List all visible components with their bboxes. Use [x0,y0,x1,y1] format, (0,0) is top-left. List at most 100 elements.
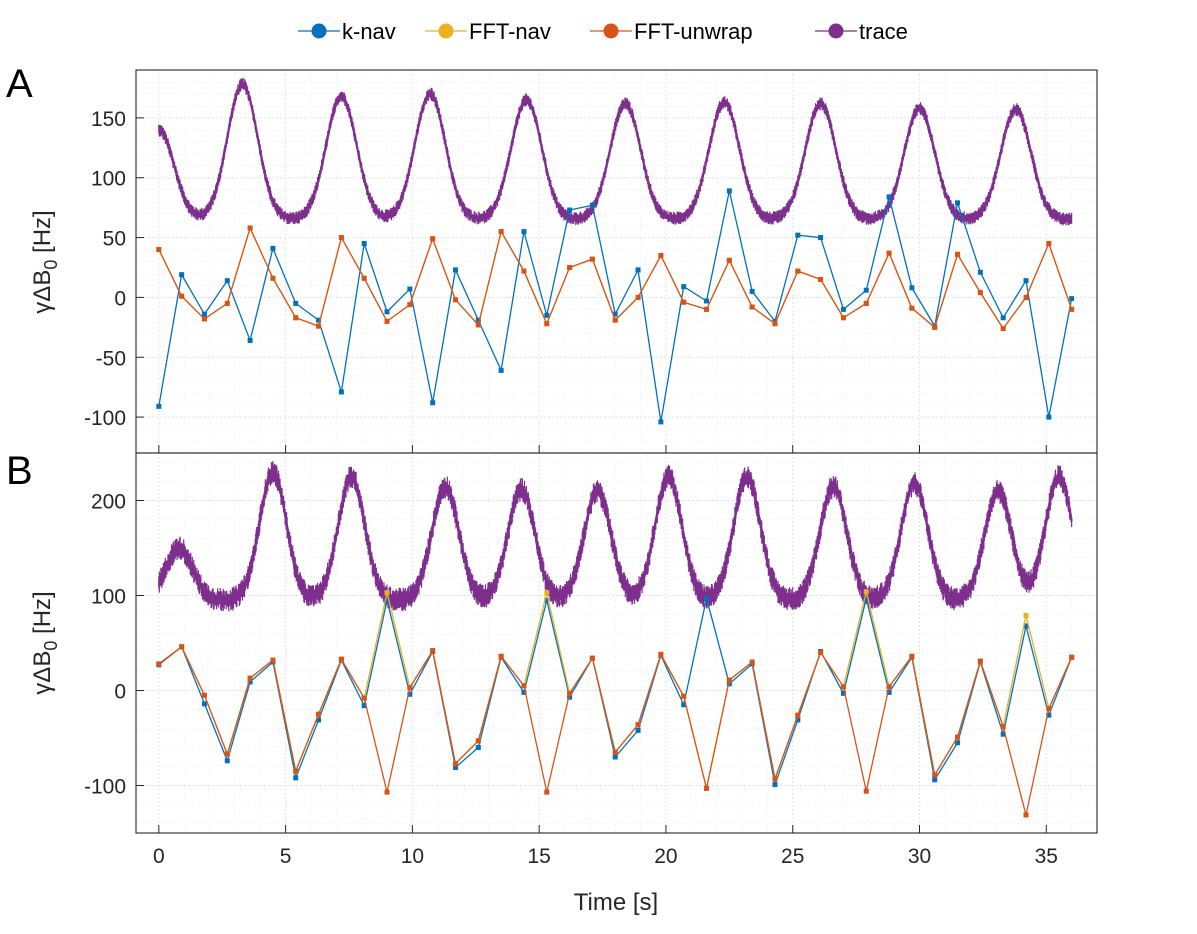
y-tick-label: 100 [91,586,126,609]
x-tick-label: 35 [1035,845,1058,868]
legend-marker-k-nav [311,23,327,39]
point-fft-unwrap [704,785,710,791]
y-tick-label: 0 [114,681,126,704]
point-k-nav [521,689,527,695]
legend-marker-fft-unwrap [603,23,619,39]
panel-label-b: B [6,449,33,493]
point-fft-unwrap [384,789,390,795]
panel-b: B -100 0 100 200 0 5 10 15 20 25 30 35 γΔB0 [Hz] T… [6,449,1098,916]
point-k-nav [407,691,413,697]
point-k-nav [704,298,710,304]
point-fft-unwrap [179,644,185,650]
point-k-nav [521,229,527,235]
point-k-nav [361,703,367,709]
point-fft-unwrap [704,306,710,312]
point-fft-unwrap [749,304,755,310]
point-k-nav [201,701,207,707]
point-k-nav [316,317,322,323]
point-fft-unwrap [635,722,641,728]
point-fft-unwrap [430,236,436,242]
point-fft-unwrap [544,789,550,795]
point-k-nav [818,235,824,241]
point-fft-unwrap [840,315,846,321]
point-k-nav [361,241,367,247]
point-k-nav [270,245,276,251]
point-fft-nav [384,590,390,596]
point-fft-unwrap [430,648,436,654]
x-tick-label: 5 [280,845,292,868]
legend-label-trace: trace [859,19,908,44]
point-k-nav [795,232,801,238]
point-fft-unwrap [384,318,390,324]
point-k-nav [1069,296,1075,302]
point-fft-unwrap [361,275,367,281]
point-fft-unwrap [932,324,938,330]
point-fft-unwrap [201,316,207,322]
point-k-nav [612,754,618,760]
x-tick-label: 20 [654,845,677,868]
point-k-nav [635,267,641,273]
point-k-nav [726,188,732,194]
point-fft-unwrap [475,322,481,328]
point-k-nav [840,690,846,696]
point-fft-unwrap [681,299,687,305]
point-fft-unwrap [452,761,458,767]
point-fft-unwrap [521,268,527,274]
point-fft-unwrap [977,290,983,296]
series-fft-unwrap [156,644,1075,818]
point-k-nav [452,267,458,273]
point-k-nav [1000,315,1006,321]
point-fft-unwrap [772,321,778,327]
point-fft-unwrap [589,256,595,262]
point-fft-unwrap [179,293,185,299]
point-fft-unwrap [316,711,322,717]
point-fft-unwrap [840,684,846,690]
point-k-nav [316,717,322,723]
trace-center-line [157,470,1073,601]
point-fft-unwrap [1000,724,1006,730]
legend-entry-fft-nav: FFT-nav [425,19,551,44]
trace-series-a [158,78,1073,226]
point-fft-unwrap [293,768,299,774]
point-fft-unwrap [955,734,961,740]
point-k-nav [247,337,253,343]
point-fft-unwrap [909,305,915,311]
legend-entry-fft-unwrap: FFT-unwrap [590,19,753,44]
legend-marker-fft-nav [438,23,454,39]
point-k-nav [179,272,185,278]
point-k-nav [1023,623,1029,629]
point-k-nav [589,202,595,208]
point-fft-unwrap [795,712,801,718]
y-tick-label: 100 [91,168,126,191]
trace-line [158,461,1073,612]
point-fft-unwrap [521,683,527,689]
x-axis-label: Time [s] [574,889,658,916]
point-fft-unwrap [1046,241,1052,247]
legend-label-k-nav: k-nav [342,19,396,44]
point-k-nav [384,597,390,603]
legend-entry-trace: trace [815,19,908,44]
point-k-nav [452,764,458,770]
point-k-nav [681,284,687,290]
point-k-nav [955,200,961,206]
point-fft-unwrap [224,751,230,757]
point-fft-unwrap [316,323,322,329]
y-ticks-a: -100 -50 0 50 100 150 [84,108,144,430]
point-fft-unwrap [818,650,824,655]
point-fft-unwrap [886,684,892,690]
point-k-nav [407,286,413,292]
point-fft-unwrap [247,225,253,231]
point-fft-unwrap [1023,812,1029,818]
point-fft-unwrap [293,315,299,321]
y-tick-label: 0 [114,287,126,310]
point-fft-unwrap [726,677,732,683]
point-k-nav [772,782,778,788]
point-k-nav [658,419,664,425]
point-fft-unwrap [589,655,595,661]
grid-b [136,453,1097,833]
legend: k-nav FFT-nav FFT-unwrap trace [298,19,908,44]
point-k-nav [1046,414,1052,420]
point-fft-unwrap [498,229,504,235]
legend-label-fft-unwrap: FFT-unwrap [634,19,753,44]
point-k-nav [932,777,938,783]
